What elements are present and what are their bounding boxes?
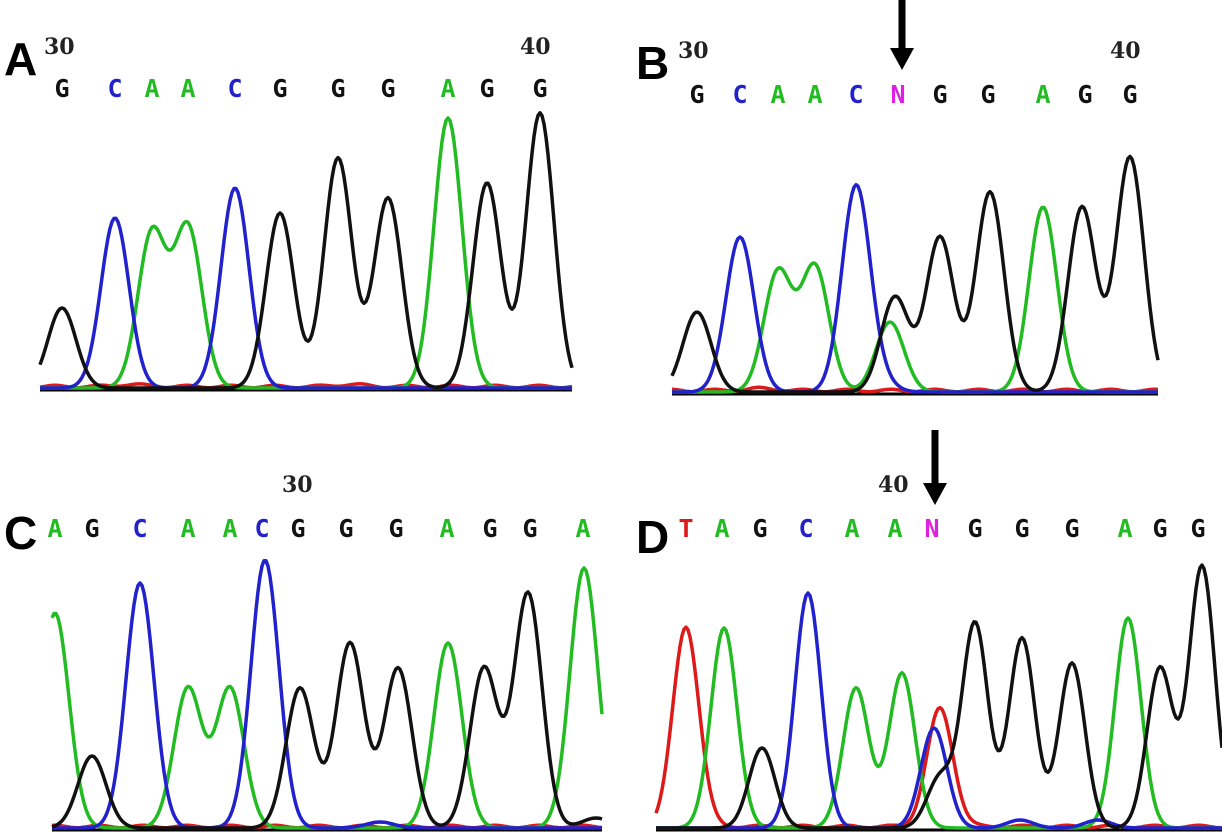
trace-g — [51, 590, 603, 830]
base-call-a: A — [439, 514, 455, 543]
trace-g — [670, 154, 1160, 394]
chromatogram-trace — [38, 111, 574, 392]
trace-c — [656, 591, 1222, 830]
base-call-g: G — [1014, 514, 1030, 543]
base-call-c: C — [798, 514, 814, 543]
trace-c — [52, 558, 602, 830]
base-call-g: G — [1190, 514, 1206, 543]
panel-label-b: B — [636, 37, 670, 89]
base-call-c: C — [132, 514, 148, 543]
base-call-g: G — [338, 514, 354, 543]
base-call-g: G — [689, 80, 705, 109]
base-call-c: C — [848, 80, 864, 109]
trace-g — [38, 111, 574, 390]
trace-c — [40, 186, 572, 390]
base-call-a: A — [180, 514, 196, 543]
panel-label-a: A — [4, 33, 38, 85]
base-call-g: G — [752, 514, 768, 543]
base-call-t: T — [678, 514, 694, 543]
position-label-40: 40 — [520, 34, 551, 60]
position-label-30: 30 — [282, 472, 313, 498]
base-call-c: C — [227, 74, 243, 103]
mutation-arrow-icon — [923, 430, 947, 505]
base-call-g: G — [330, 74, 346, 103]
base-call-g: G — [932, 80, 948, 109]
base-call-a: A — [844, 514, 860, 543]
base-call-g: G — [272, 74, 288, 103]
trace-g — [656, 563, 1222, 830]
base-call-g: G — [380, 74, 396, 103]
base-call-a: A — [575, 514, 591, 543]
position-label-40: 40 — [878, 472, 909, 498]
position-label-30: 30 — [44, 34, 75, 60]
base-call-g: G — [1064, 514, 1080, 543]
base-call-g: G — [482, 514, 498, 543]
base-call-g: G — [967, 514, 983, 543]
base-call-g: G — [980, 80, 996, 109]
panel-label-c: C — [4, 507, 38, 559]
base-call-a: A — [770, 80, 786, 109]
base-call-a: A — [180, 74, 196, 103]
base-call-a: A — [807, 80, 823, 109]
base-call-g: G — [479, 74, 495, 103]
base-call-g: G — [1077, 80, 1093, 109]
base-call-a: A — [144, 74, 160, 103]
base-call-g: G — [1122, 80, 1138, 109]
base-call-g: G — [522, 514, 538, 543]
position-label-40: 40 — [1110, 38, 1141, 64]
chromatogram-trace — [670, 0, 1160, 396]
panel-label-d: D — [636, 511, 670, 563]
base-call-n-ambiguous: N — [890, 80, 906, 109]
base-call-n-ambiguous: N — [924, 514, 940, 543]
base-call-a: A — [714, 514, 730, 543]
base-call-a: A — [440, 74, 456, 103]
trace-a — [672, 205, 1158, 394]
base-call-g: G — [532, 74, 548, 103]
base-call-c: C — [107, 74, 123, 103]
base-call-g: G — [1152, 514, 1168, 543]
trace-c — [672, 182, 1158, 394]
chromatogram-trace — [50, 558, 604, 832]
trace-a — [656, 616, 1222, 830]
base-call-a: A — [1035, 80, 1051, 109]
base-call-a: A — [47, 514, 63, 543]
mutation-arrow-icon — [890, 0, 914, 70]
base-call-g: G — [290, 514, 306, 543]
base-call-g: G — [84, 514, 100, 543]
base-call-c: C — [732, 80, 748, 109]
base-call-a: A — [1117, 514, 1133, 543]
position-label-30: 30 — [678, 38, 709, 64]
base-call-g: G — [388, 514, 404, 543]
base-call-a: A — [887, 514, 903, 543]
base-call-a: A — [222, 514, 238, 543]
base-call-g: G — [54, 74, 70, 103]
base-call-c: C — [254, 514, 270, 543]
